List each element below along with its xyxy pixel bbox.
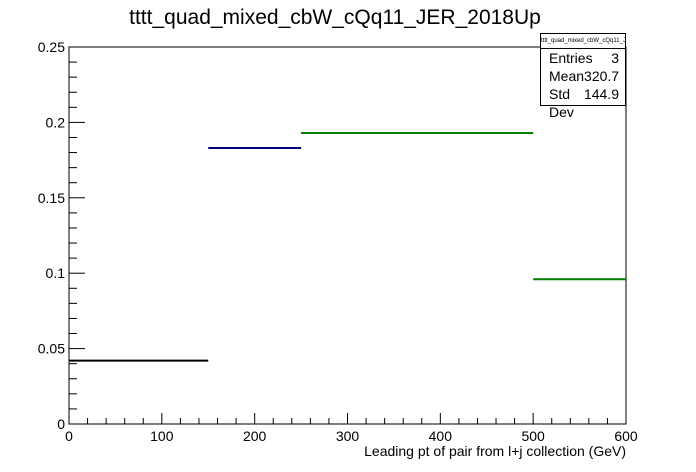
x-tick-label: 200 — [243, 428, 267, 444]
stats-box: tttt_quad_mixed_cbW_cQq11_JER_2018Up Ent… — [540, 33, 626, 120]
y-tick-label: 0 — [57, 416, 65, 432]
x-axis-title: Leading pt of pair from l+j collection (… — [364, 443, 626, 459]
axis-ticks: 0 100 200 300 400 500 600 0 0.05 0.1 0.15 0.2 0.25 — [38, 39, 638, 444]
stats-value: 3 — [611, 50, 619, 66]
stats-value: 144.9 — [583, 86, 619, 102]
stats-box-title: tttt_quad_mixed_cbW_cQq11_JER_2018Up — [541, 34, 625, 49]
y-tick-label: 0.05 — [38, 341, 65, 357]
y-tick-label: 0.25 — [38, 39, 65, 55]
x-tick-label: 100 — [150, 428, 174, 444]
stats-row-entries: Entries 3 — [541, 49, 625, 67]
x-tick-label: 500 — [521, 428, 545, 444]
stats-value: 320.7 — [584, 68, 620, 84]
x-tick-label: 400 — [429, 428, 453, 444]
stats-label: Entries — [549, 50, 593, 66]
x-tick-label: 600 — [614, 428, 638, 444]
stats-row-mean: Mean 320.7 — [541, 67, 625, 85]
y-tick-label: 0.1 — [46, 265, 66, 281]
y-tick-label: 0.2 — [46, 114, 66, 130]
chart-title: tttt_quad_mixed_cbW_cQq11_JER_2018Up — [129, 6, 541, 29]
histogram-bins — [69, 131, 626, 362]
stats-row-std-dev: Std Dev 144.9 — [541, 85, 625, 120]
stats-label: Mean — [549, 68, 585, 84]
x-tick-label: 0 — [65, 428, 73, 444]
y-tick-label: 0.15 — [38, 190, 65, 206]
x-tick-label: 300 — [336, 428, 360, 444]
stats-label: Std Dev — [549, 86, 574, 120]
